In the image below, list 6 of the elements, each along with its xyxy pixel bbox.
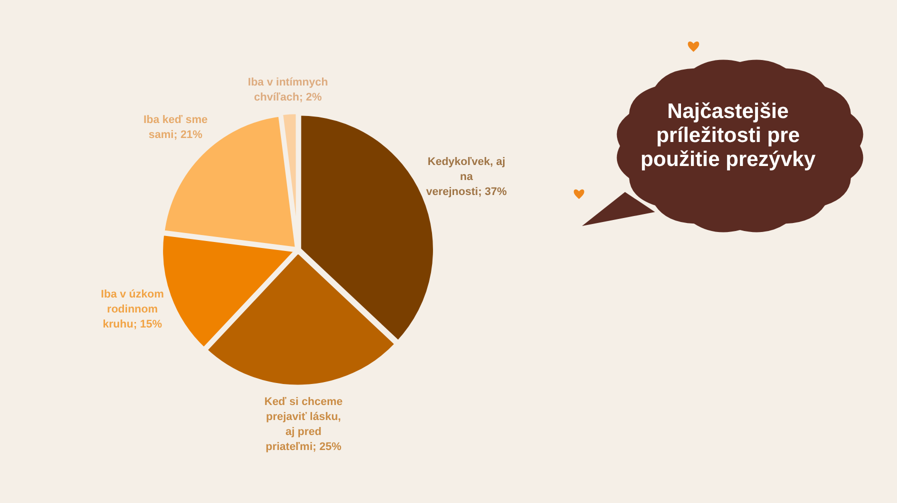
slice-label: Iba v úzkom rodinnom kruhu; 15% bbox=[100, 288, 164, 331]
slice-label: Kedykoľvek, aj na verejnosti; 37% bbox=[426, 156, 508, 198]
slice-label: Iba keď sme sami; 21% bbox=[143, 114, 208, 142]
text: Najčastejšie príležitosti pre použitie prezývky bbox=[639, 100, 817, 172]
slice-label: Iba v intímnych chvíľach; 2% bbox=[248, 76, 328, 104]
slice-label: Keď si chceme prejaviť lásku, aj pred priateľmi; 25% bbox=[264, 396, 343, 453]
